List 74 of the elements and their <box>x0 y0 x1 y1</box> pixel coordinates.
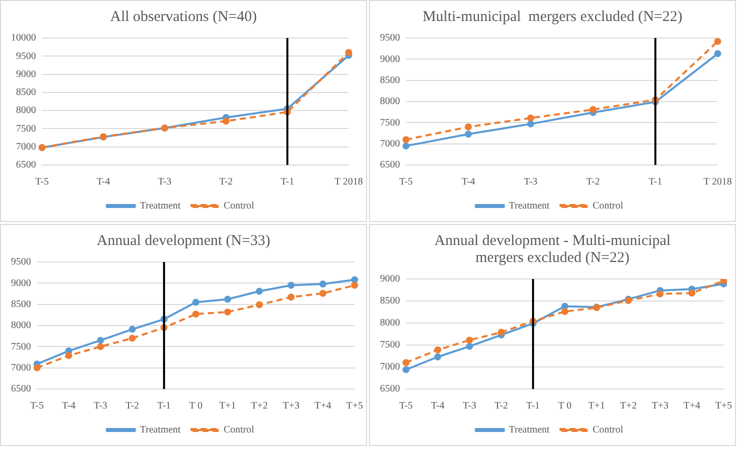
y-tick-label: 6500 <box>16 160 36 171</box>
y-tick-label: 9000 <box>16 68 36 80</box>
x-tick-label: T+5 <box>715 400 732 412</box>
x-tick-label: T+2 <box>250 400 268 412</box>
x-tick-label: T 0 <box>189 400 203 412</box>
y-tick-label: 8500 <box>11 298 31 310</box>
x-tick-label: T+3 <box>282 400 300 412</box>
y-tick-label: 6500 <box>380 160 400 171</box>
chart-title: All observations (N=40) <box>109 8 258 26</box>
x-tick-label: T+1 <box>588 400 605 412</box>
y-tick-label: 6500 <box>11 384 31 395</box>
y-tick-label: 7500 <box>380 340 400 351</box>
y-tick-label: 9500 <box>380 32 400 44</box>
x-tick-label: T-1 <box>526 400 540 412</box>
legend-label: Treatment <box>508 424 550 436</box>
y-tick-label: 6500 <box>380 384 400 395</box>
x-tick-label: T-4 <box>430 400 445 412</box>
x-tick-label: T-1 <box>648 176 662 188</box>
y-tick-label: 8000 <box>380 318 400 329</box>
x-tick-label: T+2 <box>620 400 637 412</box>
x-tick-label: T 2018 <box>334 176 363 188</box>
x-tick-label: T-5 <box>35 176 49 188</box>
x-tick-label: T+1 <box>219 400 236 412</box>
y-tick-label: 7500 <box>11 341 31 352</box>
y-tick-label: 7500 <box>16 123 36 134</box>
x-tick-label: T-1 <box>157 400 171 412</box>
x-tick-label: T+4 <box>683 400 700 412</box>
chart-title: Annual development (N=33) <box>96 232 272 250</box>
y-tick-label: 7000 <box>380 138 400 150</box>
y-tick-label: 8500 <box>380 74 400 86</box>
x-tick-label: T+5 <box>346 400 363 412</box>
chart-title: Multi-municipal mergers excluded (N=22) <box>422 8 684 26</box>
x-tick-label: T-3 <box>524 176 538 188</box>
y-tick-label: 7500 <box>380 117 400 128</box>
y-tick-label: 8000 <box>380 96 400 108</box>
y-tick-label: 9000 <box>11 278 31 289</box>
y-tick-label: 9000 <box>380 274 400 285</box>
legend-label: Treatment <box>140 200 181 212</box>
y-tick-label: 9000 <box>380 54 400 65</box>
x-tick-label: T-2 <box>494 400 508 412</box>
x-tick-label: T-3 <box>462 400 476 412</box>
x-tick-label: T-3 <box>94 400 108 412</box>
y-tick-label: 7000 <box>16 141 36 152</box>
legend-label: Control <box>592 200 624 212</box>
x-tick-label: T-4 <box>462 176 476 188</box>
x-tick-label: T-2 <box>126 400 140 412</box>
legend-label: Treatment <box>140 424 181 436</box>
x-tick-label: T-3 <box>158 176 172 188</box>
x-tick-label: T+3 <box>652 400 668 412</box>
x-tick-label: T-4 <box>96 176 110 188</box>
x-tick-label: T+4 <box>314 400 332 412</box>
x-tick-label: T 2018 <box>703 176 732 188</box>
x-tick-label: T-2 <box>586 176 600 188</box>
y-tick-label: 9500 <box>11 256 31 268</box>
x-tick-label: T-1 <box>280 176 294 188</box>
y-tick-label: 8000 <box>11 320 31 332</box>
y-tick-label: 8500 <box>16 87 36 98</box>
x-tick-label: T-5 <box>30 400 44 412</box>
legend-label: Treatment <box>508 200 550 212</box>
x-tick-label: T-5 <box>399 400 413 412</box>
y-tick-label: 8500 <box>380 296 400 307</box>
x-tick-label: T-2 <box>219 176 233 188</box>
y-tick-label: 10000 <box>11 32 36 44</box>
y-tick-label: 7000 <box>380 362 400 373</box>
x-tick-label: T-4 <box>62 400 76 412</box>
legend-label: Control <box>592 424 624 436</box>
chart-title: Annual development - Multi-municipal mergers excluded (N=22) <box>433 232 672 267</box>
legend-label: Control <box>224 424 254 436</box>
legend-label: Control <box>224 200 254 212</box>
x-tick-label: T-5 <box>399 176 413 188</box>
y-tick-label: 8000 <box>16 105 36 116</box>
x-tick-label: T 0 <box>558 400 572 412</box>
y-tick-label: 7000 <box>11 362 31 374</box>
y-tick-label: 9500 <box>16 50 36 62</box>
